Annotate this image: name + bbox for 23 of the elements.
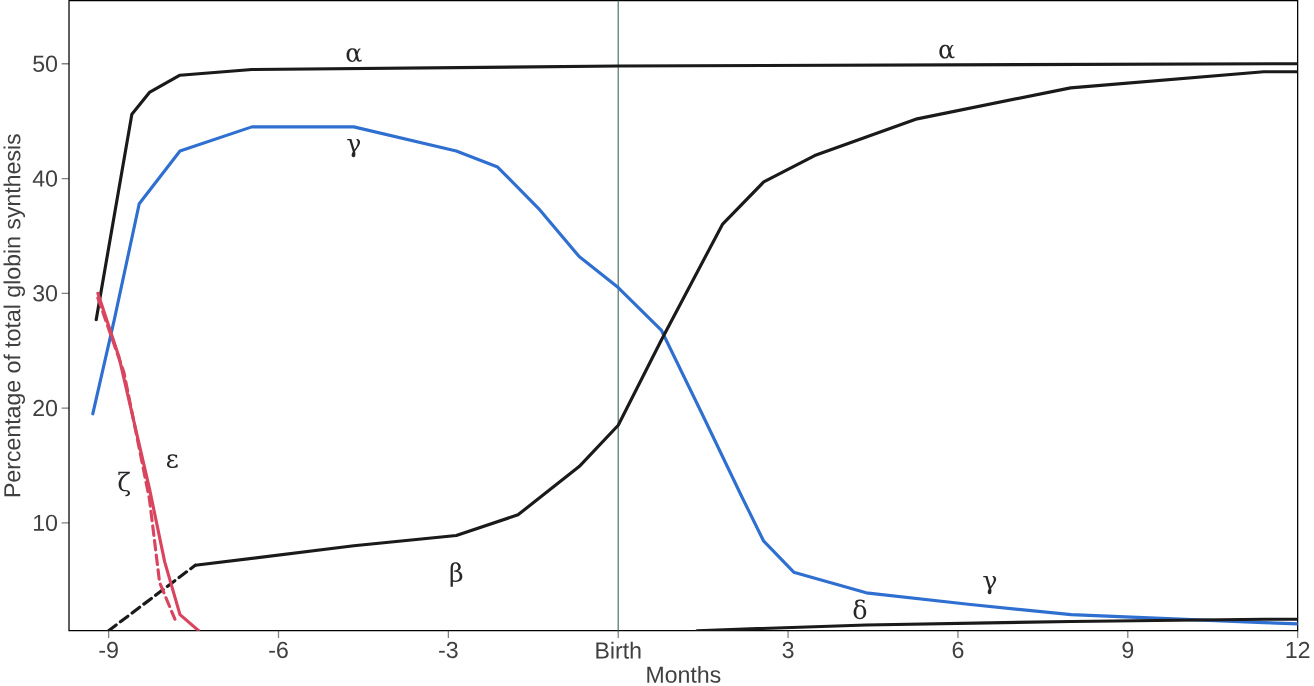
annotation: α [346, 48, 362, 62]
y-tick-label: 20 [33, 399, 58, 417]
x-tick-label: 12 [1286, 641, 1310, 658]
annotation: ζ [118, 471, 130, 497]
x-tick-label: 9 [1122, 641, 1134, 658]
y-tick-label: 10 [34, 514, 58, 531]
x-tick-label: Birth [596, 641, 641, 659]
y-axis-title: Percentage of total globin synthesis [3, 134, 26, 496]
y-tick-label: 50 [33, 55, 58, 72]
x-tick-label: -9 [99, 641, 118, 658]
annotation: ε [166, 454, 178, 468]
x-tick-label: 3 [782, 641, 794, 658]
annotation: γ [983, 575, 997, 595]
x-axis-title: Months [647, 665, 721, 683]
annotation: α [939, 44, 955, 59]
x-tick-label: 6 [952, 641, 964, 658]
annotation: β [450, 562, 463, 587]
y-tick-label: 30 [33, 284, 58, 302]
x-tick-label: -3 [439, 641, 458, 658]
x-tick-label: -6 [269, 641, 288, 658]
y-tick-label: 40 [32, 170, 58, 187]
annotation: δ [853, 599, 867, 619]
annotation: γ [347, 138, 361, 158]
